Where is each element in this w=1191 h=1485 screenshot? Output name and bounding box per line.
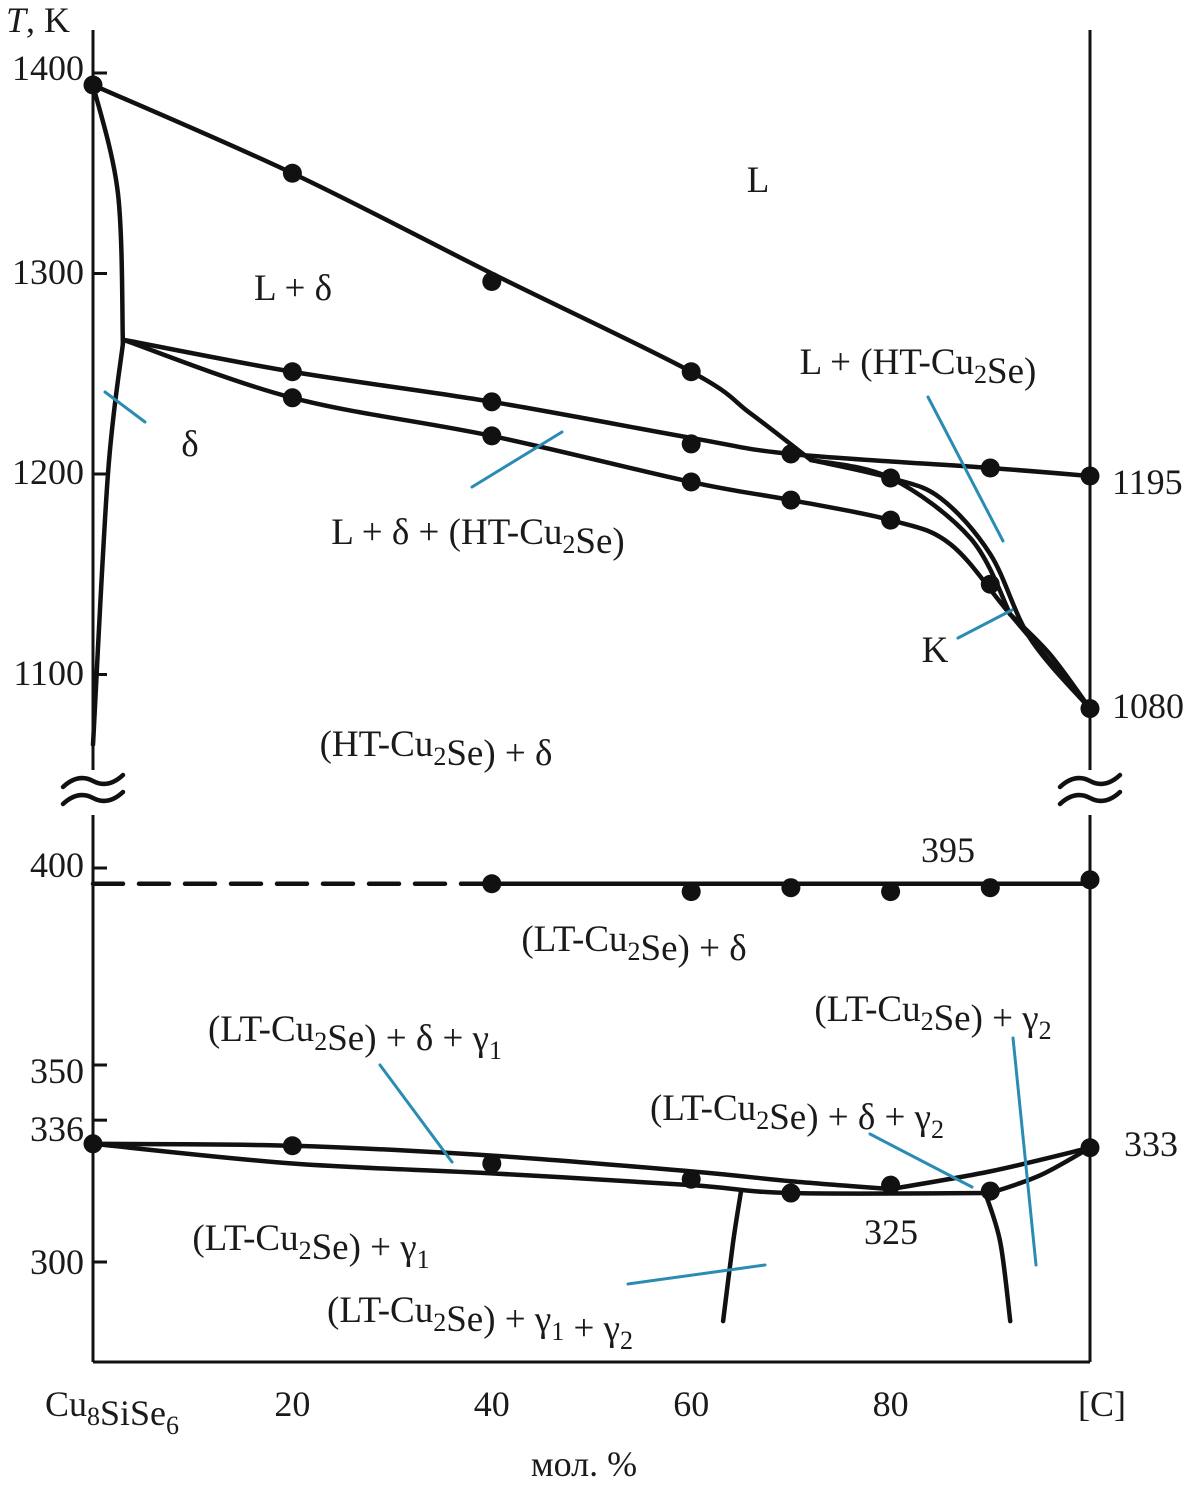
eutectoid-upper-line <box>90 1141 893 1192</box>
phase-region-label: (LT-Cu2Se) + δ <box>521 919 746 969</box>
data-point <box>482 1154 502 1173</box>
data-point <box>980 1181 1000 1201</box>
axis-break-right <box>1057 789 1123 807</box>
phase-region-label: L + (HT-Cu2Se) <box>800 342 1037 392</box>
data-point <box>881 468 901 488</box>
data-point <box>881 882 901 902</box>
data-point <box>781 1183 801 1203</box>
data-point <box>980 878 1000 898</box>
data-point <box>1080 1138 1100 1158</box>
data-point <box>681 882 701 902</box>
x-tick-label: 40 <box>474 1384 510 1424</box>
right-temperature-label: 1080 <box>1112 686 1184 726</box>
y-tick-label: 336 <box>30 1109 84 1149</box>
data-point <box>482 874 502 894</box>
data-point <box>681 434 701 454</box>
data-point <box>781 444 801 464</box>
k-loop-upper <box>1007 612 1093 711</box>
y-tick-label: 1300 <box>12 252 84 292</box>
leader-delta <box>103 390 147 424</box>
data-point <box>681 1169 701 1189</box>
phase-region-label: (LT-Cu2Se) + δ + γ1 <box>208 1009 502 1065</box>
gamma2-upper-line <box>888 1145 1093 1192</box>
phase-region-label: (LT-Cu2Se) + γ1 <box>192 1218 429 1274</box>
leader-l-delta-ht <box>470 430 564 489</box>
axis-break-left <box>60 772 126 790</box>
gamma1-solvus <box>720 1188 744 1324</box>
liquidus-curve <box>90 82 814 463</box>
phase-region-label: L <box>747 160 770 201</box>
labels: T, K мол. % 1100 1200 1300 1400 300 336 350 400 Cu… <box>6 0 1184 1484</box>
inline-temperature-label: 325 <box>864 1212 918 1252</box>
gamma2-lower-line <box>988 1145 1093 1196</box>
data-point <box>781 490 801 510</box>
x-tick-label: 80 <box>873 1384 909 1424</box>
data-point <box>881 1175 901 1195</box>
data-point <box>83 75 103 95</box>
y-tick-label: 400 <box>30 845 84 885</box>
y-tick-label: 300 <box>30 1242 84 1282</box>
inline-temperature-label: 395 <box>921 830 975 870</box>
phase-region-label: L + δ <box>254 268 332 309</box>
data-point <box>482 426 502 446</box>
leader-l-ht <box>926 395 1005 543</box>
y-tick-label: 350 <box>30 1051 84 1091</box>
x-axis-label: мол. % <box>531 1444 637 1484</box>
ht-cu2se-liquidus <box>808 457 1093 711</box>
phase-region-label: (LT-Cu2Se) + δ + γ2 <box>650 1088 944 1144</box>
phase-region-label: (HT-Cu2Se) + δ <box>320 724 553 774</box>
data-point <box>1080 466 1100 486</box>
leader-lines <box>103 390 1038 1286</box>
leader-k <box>956 608 1014 640</box>
right-temperature-label: 1195 <box>1112 462 1183 502</box>
data-point <box>1080 699 1100 719</box>
data-point <box>681 362 701 382</box>
y-axis-label: T, K <box>6 0 70 40</box>
leader-lt-delta-g1 <box>378 1063 454 1164</box>
leader-lt-delta-g2 <box>868 1132 974 1189</box>
data-point <box>881 510 901 530</box>
phase-region-label: δ <box>181 424 198 465</box>
eutectoid-lower-line <box>90 1141 993 1196</box>
x-tick-label: Cu8SiSe6 <box>45 1384 179 1440</box>
phase-region-label: (LT-Cu2Se) + γ1 + γ2 <box>327 1290 633 1355</box>
data-point <box>681 472 701 492</box>
axis-break-left <box>60 789 126 807</box>
data-point <box>282 1136 302 1156</box>
delta-solvus-upper <box>90 82 126 346</box>
phase-region-label: L + δ + (HT-Cu2Se) <box>331 512 624 562</box>
y-tick-label: 1100 <box>13 653 84 693</box>
data-point <box>1080 870 1100 890</box>
leader-lt-g2 <box>1011 1036 1038 1267</box>
data-point <box>482 272 502 292</box>
data-point <box>980 574 1000 594</box>
data-point <box>282 163 302 183</box>
phase-region-label: K <box>922 630 949 671</box>
axes <box>60 30 1123 1364</box>
data-point <box>282 388 302 408</box>
data-point <box>781 878 801 898</box>
x-tick-label: 60 <box>673 1384 709 1424</box>
x-tick-label: [C] <box>1078 1384 1126 1424</box>
data-points <box>83 75 1100 1203</box>
x-tick-label: 20 <box>274 1384 310 1424</box>
phase-region-label: (LT-Cu2Se) + γ2 <box>814 989 1051 1045</box>
y-tick-label: 1400 <box>12 48 84 88</box>
data-point <box>282 362 302 382</box>
right-temperature-label: 333 <box>1124 1124 1178 1164</box>
data-point <box>980 458 1000 478</box>
y-tick-label: 1200 <box>12 452 84 492</box>
delta-solvus-lower <box>90 341 126 747</box>
data-point <box>83 1134 103 1154</box>
leader-lt-g1-g2 <box>626 1263 767 1286</box>
data-point <box>482 392 502 412</box>
gamma2-solvus <box>983 1190 1013 1324</box>
axis-break-right <box>1057 772 1123 790</box>
